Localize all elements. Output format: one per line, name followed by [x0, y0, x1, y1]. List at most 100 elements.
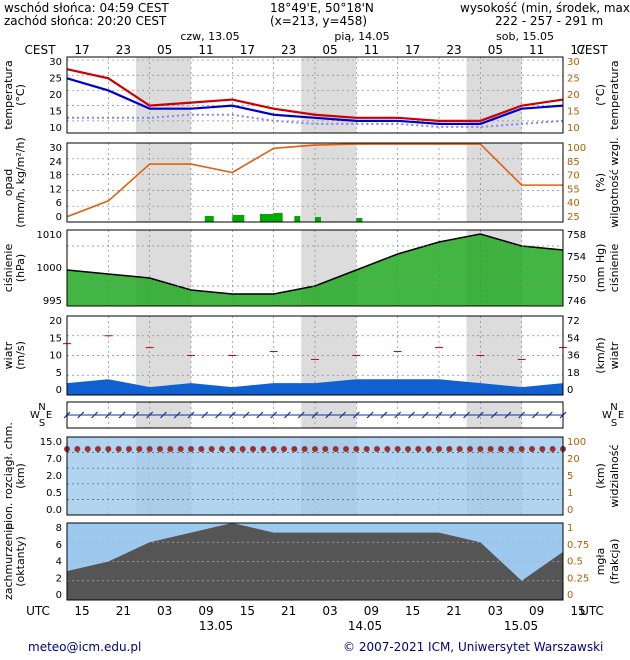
cloud-tick-left-4: 0 — [56, 590, 62, 601]
visibility-dot-29 — [363, 446, 370, 452]
temperature-tick-left-3: 15 — [49, 107, 62, 118]
visibility-dot-17 — [239, 446, 246, 452]
visibility-dot-37 — [446, 446, 453, 452]
cloud-right-unit: mgła — [594, 548, 607, 576]
compass-east-left: E — [46, 410, 52, 421]
visibility-dot-9 — [157, 446, 163, 452]
visibility-dot-31 — [384, 446, 391, 452]
cloud-tick-left-1: 6 — [56, 540, 62, 551]
visibility-tick-left-4: 0.0 — [46, 505, 62, 516]
utc-hour-12: 15 — [570, 604, 585, 618]
cest-hour-5: 23 — [281, 43, 296, 57]
visibility-dot-12 — [188, 446, 194, 452]
sunrise-text: wschód słońca: 04:59 CEST — [4, 1, 169, 15]
utc-hour-1: 21 — [116, 604, 131, 618]
temperature-tick-left-4: 10 — [49, 123, 62, 134]
wind-arrow-12 — [228, 411, 236, 419]
night-band-precip-0 — [135, 143, 191, 222]
visibility-dot-10 — [167, 446, 174, 452]
wind-tick-left-3: 5 — [56, 368, 62, 379]
wind-tick-left-4: 0 — [56, 385, 62, 396]
visibility-left-label: pion. rozciągł. chm. — [2, 422, 15, 530]
visibility-tick-left-0: 15.0 — [40, 437, 62, 448]
visibility-dot-38 — [456, 446, 463, 452]
utc-label-right: UTC — [580, 604, 604, 618]
wind-left-unit: (m/s) — [14, 341, 27, 370]
wind-arrow-5 — [132, 411, 140, 419]
night-band-temperature-1 — [301, 57, 357, 133]
wind-arrow-33 — [518, 411, 526, 419]
wind-arrow-18 — [311, 411, 319, 419]
bottom-day-0: 13.05 — [199, 619, 233, 633]
pressure-tick-left-0: 1010 — [37, 230, 62, 241]
wind-arrow-21 — [352, 411, 360, 419]
wind-arrow-34 — [532, 411, 539, 419]
precip-bar-3 — [273, 213, 283, 222]
wind-arrow-7 — [160, 411, 167, 419]
wind-tick-right-3: 18 — [567, 368, 580, 379]
wind-arrow-24 — [394, 411, 402, 419]
wind-arrow-14 — [256, 411, 264, 419]
visibility-tick-left-1: 7.0 — [46, 454, 62, 465]
visibility-dot-3 — [95, 446, 101, 452]
cest-hour-7: 11 — [364, 43, 379, 57]
elevation-title: wysokość (min, środek, max) — [460, 1, 630, 15]
wind-arrow-10 — [201, 411, 209, 419]
cloud-tick-left-2: 4 — [56, 557, 62, 568]
visibility-dot-2 — [84, 446, 91, 452]
cest-hour-3: 11 — [198, 43, 213, 57]
wind-arrow-27 — [435, 411, 443, 419]
cest-label-right: CEST — [577, 43, 609, 57]
wind-tick-left-0: 20 — [49, 316, 62, 327]
pressure-left-unit: (hPa) — [14, 254, 27, 282]
visibility-dot-11 — [177, 446, 184, 452]
cest-hour-2: 05 — [157, 43, 172, 57]
pressure-right-unit: (mm Hg) — [594, 244, 607, 293]
pressure-tick-right-0: 758 — [567, 230, 586, 241]
compass-north-right: N — [610, 402, 617, 413]
utc-label-left: UTC — [26, 604, 50, 618]
pressure-line — [66, 233, 564, 295]
compass-south-left: S — [39, 418, 45, 429]
wind-tick-left-1: 15 — [49, 333, 62, 344]
panel-border-temperature — [66, 56, 564, 134]
grid-text: (x=213, y=458) — [270, 14, 368, 28]
visibility-dot-41 — [487, 446, 494, 452]
cloud-tick-right-2: 0.5 — [567, 557, 583, 568]
compass-west-right: W — [602, 410, 612, 421]
wind-arrow-16 — [284, 411, 291, 419]
compass-north-left: N — [38, 402, 45, 413]
sunset-text: zachód słońca: 20:20 CEST — [4, 14, 167, 28]
wind-arrow-9 — [187, 411, 195, 419]
compass-east-right: E — [618, 410, 624, 421]
visibility-dot-46 — [539, 446, 546, 452]
precip-tick-left-4: 6 — [56, 198, 62, 209]
panel-border-pressure — [66, 229, 564, 307]
visibility-right-label: widzialność — [608, 444, 621, 507]
visibility-dot-30 — [374, 446, 380, 452]
visibility-dot-27 — [343, 446, 349, 452]
cest-hour-9: 23 — [446, 43, 461, 57]
pressure-left-label: ciśnienie — [2, 244, 15, 293]
wind-right-unit: (km/h) — [594, 337, 607, 373]
temperature-tick-right-3: 15 — [567, 107, 580, 118]
cest-hour-11: 11 — [529, 43, 544, 57]
visibility-dot-4 — [105, 446, 112, 452]
wind-arrow-30 — [476, 411, 484, 419]
cest-hour-0: 17 — [74, 43, 89, 57]
wind-arrow-22 — [366, 411, 374, 419]
wind-arrow-28 — [449, 411, 457, 419]
utc-hour-5: 21 — [281, 604, 296, 618]
precip-tick-right-3: 55 — [567, 184, 580, 195]
pressure-tick-right-3: 746 — [567, 296, 586, 307]
precip-tick-right-4: 40 — [567, 198, 580, 209]
visibility-dot-42 — [498, 446, 504, 452]
visibility-dot-15 — [219, 446, 225, 452]
visibility-tick-left-3: 0.5 — [46, 488, 62, 499]
utc-hour-10: 03 — [488, 604, 503, 618]
footer-email[interactable]: meteo@icm.edu.pl — [28, 640, 142, 654]
wind-right-label: wiatr — [608, 341, 621, 369]
top-day-1: pią, 14.05 — [334, 30, 389, 43]
temperature-tick-right-0: 30 — [567, 57, 580, 68]
